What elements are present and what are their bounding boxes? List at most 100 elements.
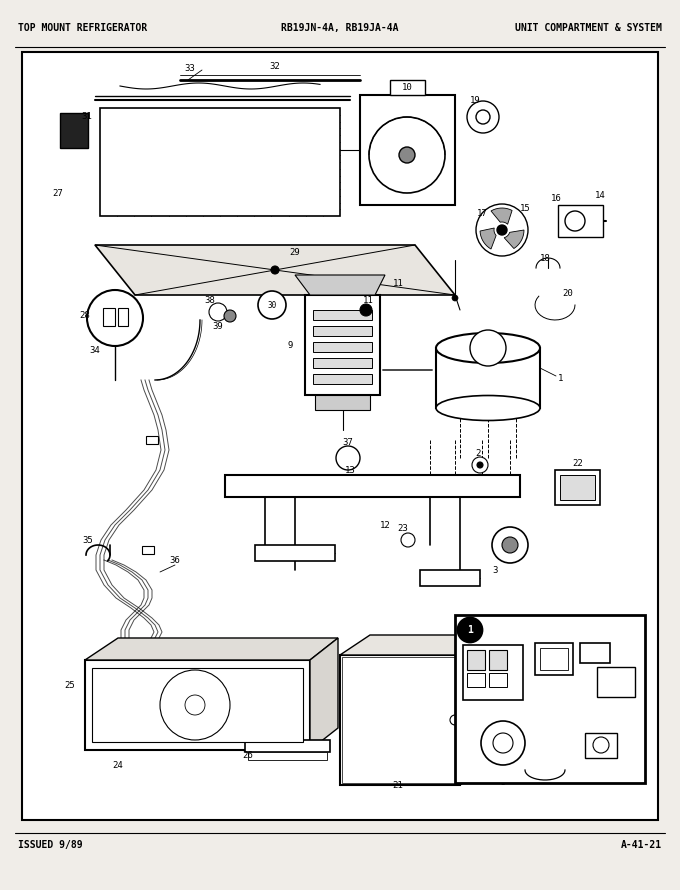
Circle shape <box>565 211 585 231</box>
Text: 7: 7 <box>551 633 556 642</box>
Circle shape <box>336 446 360 470</box>
Bar <box>489 650 507 670</box>
Text: 10: 10 <box>402 83 412 92</box>
Text: 11: 11 <box>362 295 373 304</box>
Text: RB19JN-4A, RB19JA-4A: RB19JN-4A, RB19JA-4A <box>282 23 398 33</box>
Text: 33: 33 <box>185 63 195 72</box>
Text: 17: 17 <box>477 208 488 217</box>
Text: 1: 1 <box>467 625 473 635</box>
Bar <box>555 470 600 505</box>
Text: 8: 8 <box>592 633 598 642</box>
Bar <box>85 660 310 750</box>
Bar <box>245 740 330 752</box>
Text: 22: 22 <box>573 458 583 467</box>
Bar <box>60 113 88 148</box>
Bar <box>225 475 520 497</box>
Text: 2: 2 <box>475 449 481 457</box>
Bar <box>313 310 372 320</box>
Circle shape <box>593 737 609 753</box>
Text: 1: 1 <box>558 374 563 383</box>
Text: ISSUED 9/89: ISSUED 9/89 <box>18 840 83 850</box>
Text: 16: 16 <box>551 193 562 203</box>
Circle shape <box>492 527 528 563</box>
Circle shape <box>458 618 482 642</box>
Text: 34: 34 <box>90 345 101 354</box>
Text: 35: 35 <box>83 536 93 545</box>
Polygon shape <box>491 208 512 224</box>
Circle shape <box>399 147 415 163</box>
Bar <box>103 308 115 326</box>
Circle shape <box>467 101 499 133</box>
Bar <box>342 657 458 783</box>
Text: 13: 13 <box>345 465 356 474</box>
Text: 20: 20 <box>562 288 573 297</box>
Bar <box>315 395 370 410</box>
Bar <box>313 358 372 368</box>
Text: 15: 15 <box>520 204 530 213</box>
Circle shape <box>185 695 205 715</box>
Ellipse shape <box>436 333 540 363</box>
Polygon shape <box>340 635 490 655</box>
Circle shape <box>369 117 445 193</box>
Text: 32: 32 <box>270 61 280 70</box>
Circle shape <box>224 310 236 322</box>
Circle shape <box>493 733 513 753</box>
Text: 6: 6 <box>613 725 617 734</box>
Text: 29: 29 <box>290 247 301 256</box>
Text: 9: 9 <box>288 341 293 350</box>
Bar <box>313 342 372 352</box>
Text: 36: 36 <box>169 555 180 564</box>
Text: TOP MOUNT REFRIGERATOR: TOP MOUNT REFRIGERATOR <box>18 23 148 33</box>
Bar <box>463 645 523 700</box>
Circle shape <box>477 462 483 468</box>
Bar <box>22 52 658 820</box>
Text: 21: 21 <box>392 781 403 789</box>
Bar <box>535 643 573 675</box>
Text: 39: 39 <box>213 321 223 330</box>
Text: 19: 19 <box>470 95 480 104</box>
Text: 31: 31 <box>81 111 92 120</box>
Bar <box>558 205 603 237</box>
Polygon shape <box>504 230 524 248</box>
Text: 26: 26 <box>243 750 254 759</box>
Text: 37: 37 <box>343 438 354 447</box>
Polygon shape <box>95 245 455 295</box>
Text: A-41-21: A-41-21 <box>621 840 662 850</box>
Text: 14: 14 <box>594 190 605 199</box>
Bar <box>142 546 154 554</box>
Text: UNIT COMPARTMENT & SYSTEM: UNIT COMPARTMENT & SYSTEM <box>515 23 662 33</box>
Circle shape <box>472 457 488 473</box>
Polygon shape <box>295 275 385 295</box>
Bar <box>390 80 425 95</box>
Circle shape <box>481 721 525 765</box>
Polygon shape <box>480 228 496 249</box>
Circle shape <box>209 303 227 321</box>
Circle shape <box>450 715 460 725</box>
Bar <box>360 95 455 205</box>
Polygon shape <box>310 638 338 750</box>
Circle shape <box>470 330 506 366</box>
Circle shape <box>502 537 518 553</box>
Bar <box>313 326 372 336</box>
Bar <box>560 475 595 500</box>
Circle shape <box>476 110 490 124</box>
Circle shape <box>160 670 230 740</box>
Text: 3: 3 <box>492 565 498 575</box>
Circle shape <box>401 533 415 547</box>
Bar <box>467 673 485 687</box>
Bar <box>305 295 380 395</box>
Bar <box>597 667 635 697</box>
Text: 25: 25 <box>64 681 75 690</box>
Circle shape <box>258 291 286 319</box>
Bar <box>455 615 645 783</box>
Circle shape <box>476 204 528 256</box>
Polygon shape <box>85 638 338 660</box>
Circle shape <box>452 295 458 301</box>
Text: 38: 38 <box>205 295 216 304</box>
Bar <box>580 643 610 663</box>
Bar <box>489 673 507 687</box>
Bar <box>146 436 158 444</box>
Ellipse shape <box>436 395 540 420</box>
Text: 24: 24 <box>113 760 123 770</box>
Bar <box>100 108 340 216</box>
